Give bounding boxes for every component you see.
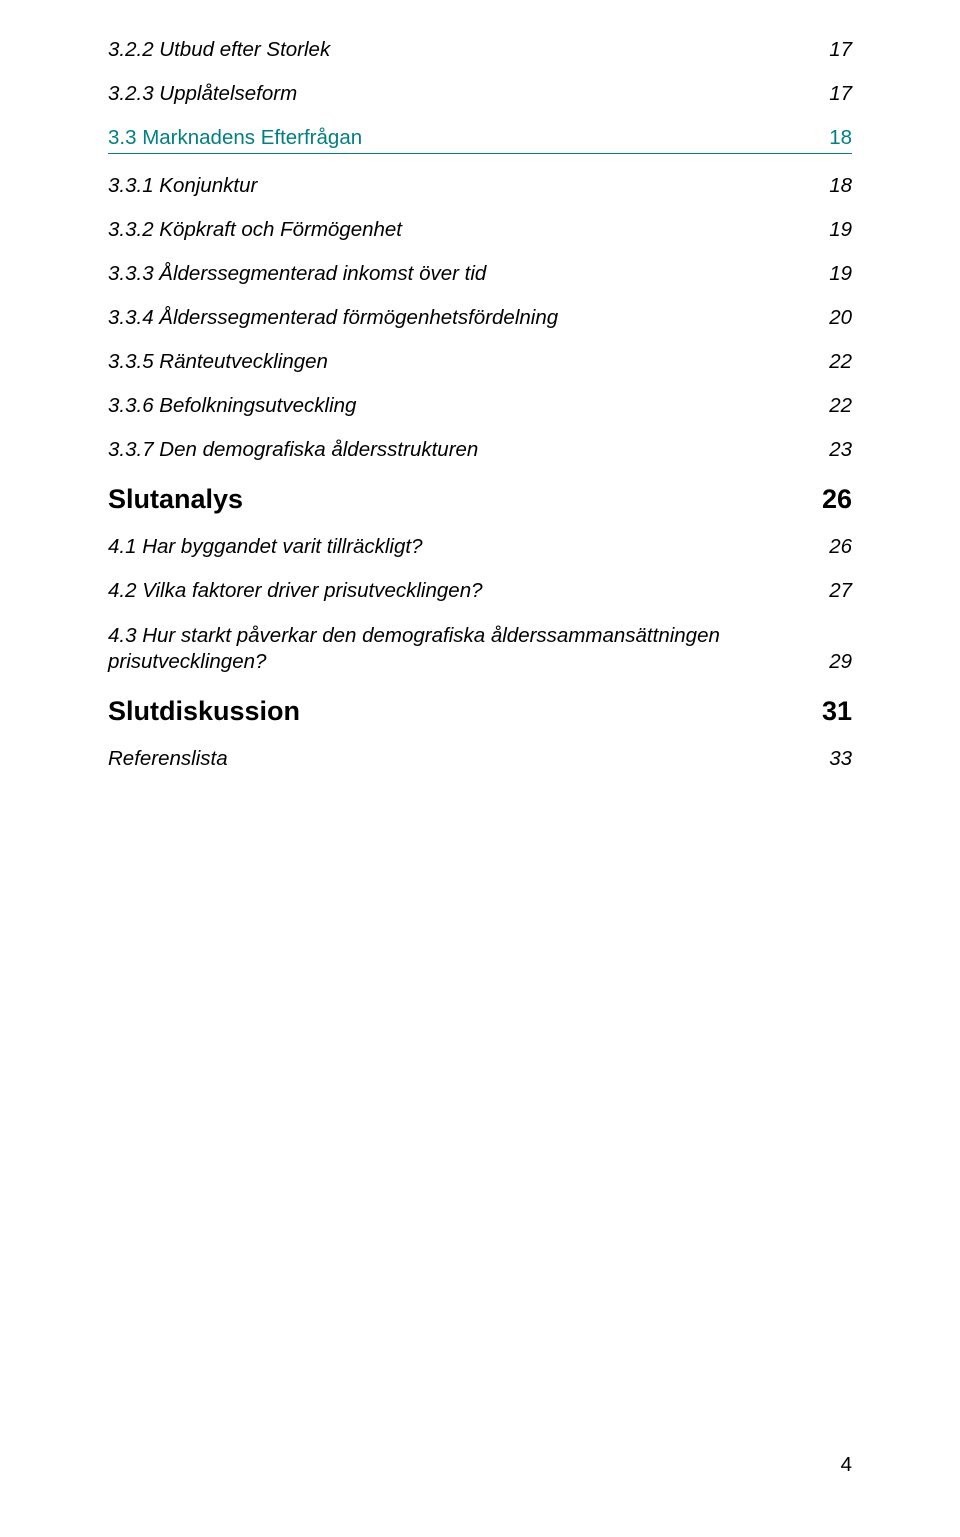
toc-page: 17: [819, 38, 852, 62]
toc-entry: 4.3 Hur starkt påverkar den demografiska…: [108, 623, 852, 674]
toc-title: 3.3.1 Konjunktur: [108, 174, 257, 198]
toc-page: 22: [819, 394, 852, 418]
toc-page: 29: [819, 650, 852, 674]
toc-title: 3.3.6 Befolkningsutveckling: [108, 394, 356, 418]
toc-page: 26: [812, 484, 852, 515]
toc-entry: 3.2.3 Upplåtelseform 17: [108, 82, 852, 106]
toc-page: 19: [819, 262, 852, 286]
toc-page: 33: [819, 747, 852, 771]
toc-page: 20: [819, 306, 852, 330]
toc-page: 26: [819, 535, 852, 559]
toc-entry: 3.3.4 Ålderssegmenterad förmögenhetsförd…: [108, 306, 852, 330]
toc-title: Slutdiskussion: [108, 696, 300, 727]
toc-title: 4.2 Vilka faktorer driver prisutveckling…: [108, 579, 483, 603]
toc-title: 3.3 Marknadens Efterfrågan: [108, 126, 362, 150]
toc-page: 18: [819, 126, 852, 150]
toc-entry: 3.3.1 Konjunktur 18: [108, 174, 852, 198]
toc-title: 3.3.3 Ålderssegmenterad inkomst över tid: [108, 262, 486, 286]
toc-page: 18: [819, 174, 852, 198]
toc-page: 27: [819, 579, 852, 603]
page-number: 4: [841, 1453, 852, 1477]
toc-title: 3.3.2 Köpkraft och Förmögenhet: [108, 218, 402, 242]
toc-entry: 3.3.7 Den demografiska åldersstrukturen …: [108, 438, 852, 462]
toc-title: 4.3 Hur starkt påverkar den demografiska…: [108, 623, 748, 674]
toc-entry: 3.3.5 Ränteutvecklingen 22: [108, 350, 852, 374]
toc-entry: 4.2 Vilka faktorer driver prisutveckling…: [108, 579, 852, 603]
toc-page: 31: [812, 696, 852, 727]
toc-page: 17: [819, 82, 852, 106]
toc-entry: Referenslista 33: [108, 747, 852, 771]
toc-title: 4.1 Har byggandet varit tillräckligt?: [108, 535, 423, 559]
toc-entry: 3.3.6 Befolkningsutveckling 22: [108, 394, 852, 418]
toc-page: 19: [819, 218, 852, 242]
toc-entry: 3.3.2 Köpkraft och Förmögenhet 19: [108, 218, 852, 242]
toc-entry: 3.3.3 Ålderssegmenterad inkomst över tid…: [108, 262, 852, 286]
toc-entry: 4.1 Har byggandet varit tillräckligt? 26: [108, 535, 852, 559]
toc-chapter-heading: Slutanalys 26: [108, 484, 852, 515]
toc-page: 22: [819, 350, 852, 374]
toc-title: 3.3.7 Den demografiska åldersstrukturen: [108, 438, 478, 462]
toc-chapter-heading: Slutdiskussion 31: [108, 696, 852, 727]
toc-title: Slutanalys: [108, 484, 243, 515]
toc-title: 3.3.5 Ränteutvecklingen: [108, 350, 328, 374]
toc-entry: 3.2.2 Utbud efter Storlek 17: [108, 38, 852, 62]
toc-section-heading: 3.3 Marknadens Efterfrågan 18: [108, 126, 852, 154]
toc-page: 23: [819, 438, 852, 462]
toc-title: 3.3.4 Ålderssegmenterad förmögenhetsförd…: [108, 306, 558, 330]
toc-title: Referenslista: [108, 747, 228, 771]
toc-title: 3.2.3 Upplåtelseform: [108, 82, 297, 106]
toc-title: 3.2.2 Utbud efter Storlek: [108, 38, 330, 62]
